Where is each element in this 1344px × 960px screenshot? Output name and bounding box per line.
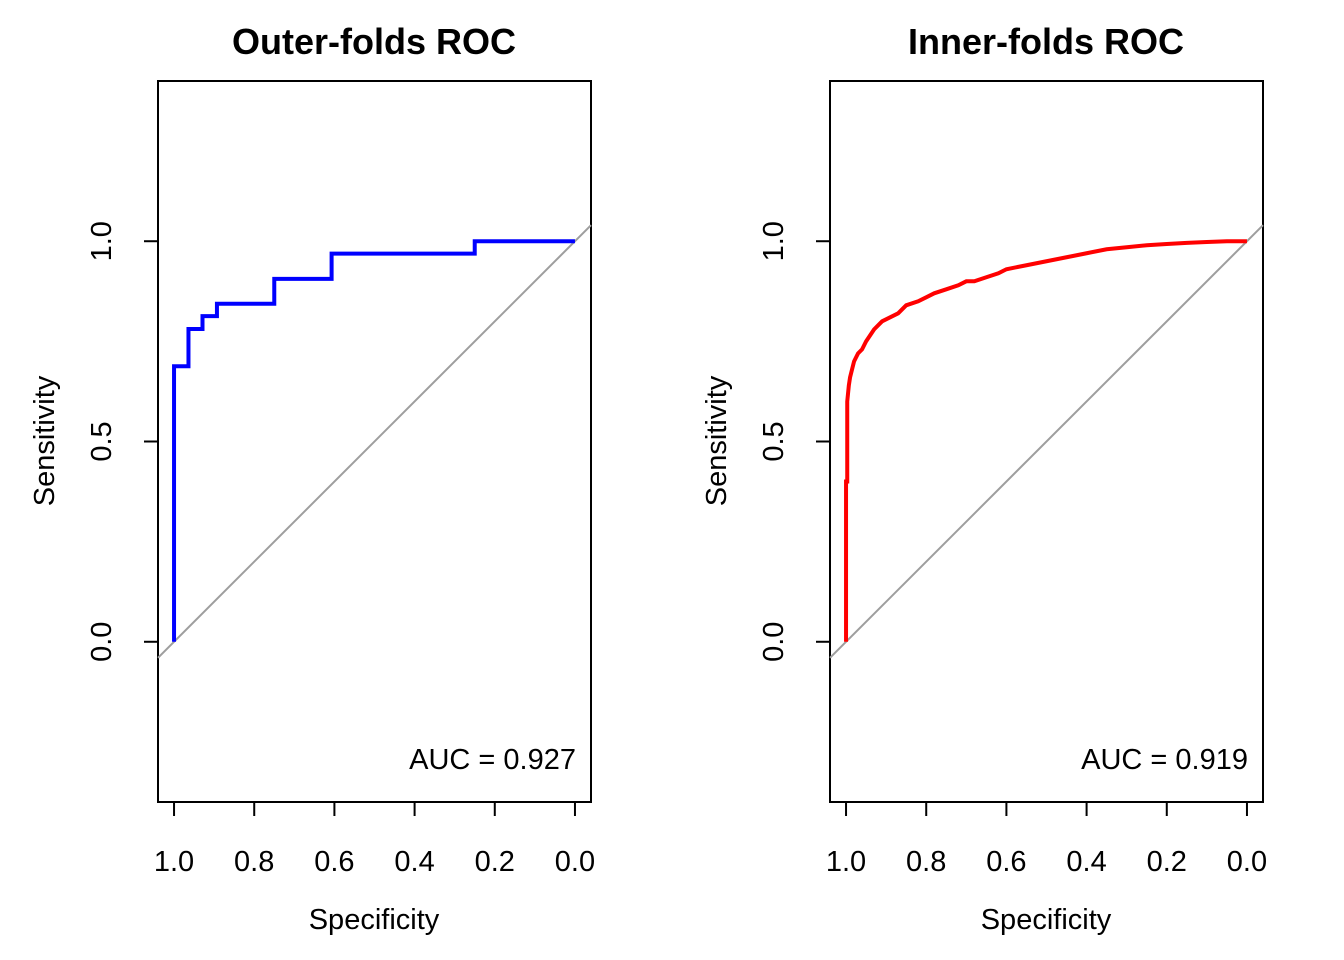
- x-tick-label: 1.0: [826, 846, 866, 878]
- x-tick-label: 0.8: [906, 846, 946, 878]
- roc-curve-layer: [844, 239, 1247, 642]
- x-tick-label: 0.0: [555, 846, 595, 878]
- reference-diagonal-line: [157, 224, 592, 659]
- reference-diagonal-layer: [829, 224, 1264, 659]
- x-axis-label: Specificity: [309, 904, 440, 936]
- x-tick-label: 0.2: [1147, 846, 1187, 878]
- y-axis-label: Sensitivity: [29, 375, 61, 506]
- reference-diagonal-layer: [157, 224, 592, 659]
- x-tick-label: 0.4: [394, 846, 434, 878]
- x-tick-label: 0.6: [314, 846, 354, 878]
- y-axis-ticks: 0.0 0.5 1.0: [758, 221, 831, 662]
- y-tick-label: 1.0: [758, 221, 790, 261]
- y-tick-label: 0.0: [758, 622, 790, 662]
- y-tick-label: 0.0: [86, 622, 118, 662]
- x-axis-ticks: 1.0 0.8 0.6 0.4 0.2 0.0: [826, 801, 1267, 878]
- chart-title: Outer-folds ROC: [232, 21, 516, 62]
- outer-folds-roc-panel: Outer-folds ROC 1.0 0.8 0.6 0.4 0.2 0.0 0.00.…: [29, 21, 595, 936]
- y-axis-ticks: 0.0 0.5 1.0: [86, 221, 159, 662]
- inner-folds-roc-panel: Inner-folds ROC 1.0 0.8 0.6 0.4 0.2 0.0 0.00.…: [701, 21, 1267, 936]
- x-axis-label: Specificity: [981, 904, 1112, 936]
- x-tick-label: 0.6: [986, 846, 1026, 878]
- x-tick-label: 0.2: [475, 846, 515, 878]
- y-axis-label: Sensitivity: [701, 375, 733, 506]
- x-tick-label: 0.4: [1066, 846, 1106, 878]
- x-tick-label: 1.0: [154, 846, 194, 878]
- y-tick-label: 1.0: [86, 221, 118, 261]
- auc-annotation: AUC = 0.919: [1081, 744, 1248, 776]
- roc-curve-layer: [172, 239, 575, 642]
- chart-title: Inner-folds ROC: [908, 21, 1184, 62]
- x-tick-label: 0.0: [1227, 846, 1267, 878]
- auc-annotation: AUC = 0.927: [409, 744, 576, 776]
- y-tick-label: 0.5: [86, 421, 118, 461]
- y-tick-label: 0.5: [758, 421, 790, 461]
- reference-diagonal-line: [829, 224, 1264, 659]
- roc-curve-line: [172, 239, 575, 642]
- roc-curve-line: [844, 239, 1247, 642]
- x-tick-label: 0.8: [234, 846, 274, 878]
- x-axis-ticks: 1.0 0.8 0.6 0.4 0.2 0.0: [154, 801, 595, 878]
